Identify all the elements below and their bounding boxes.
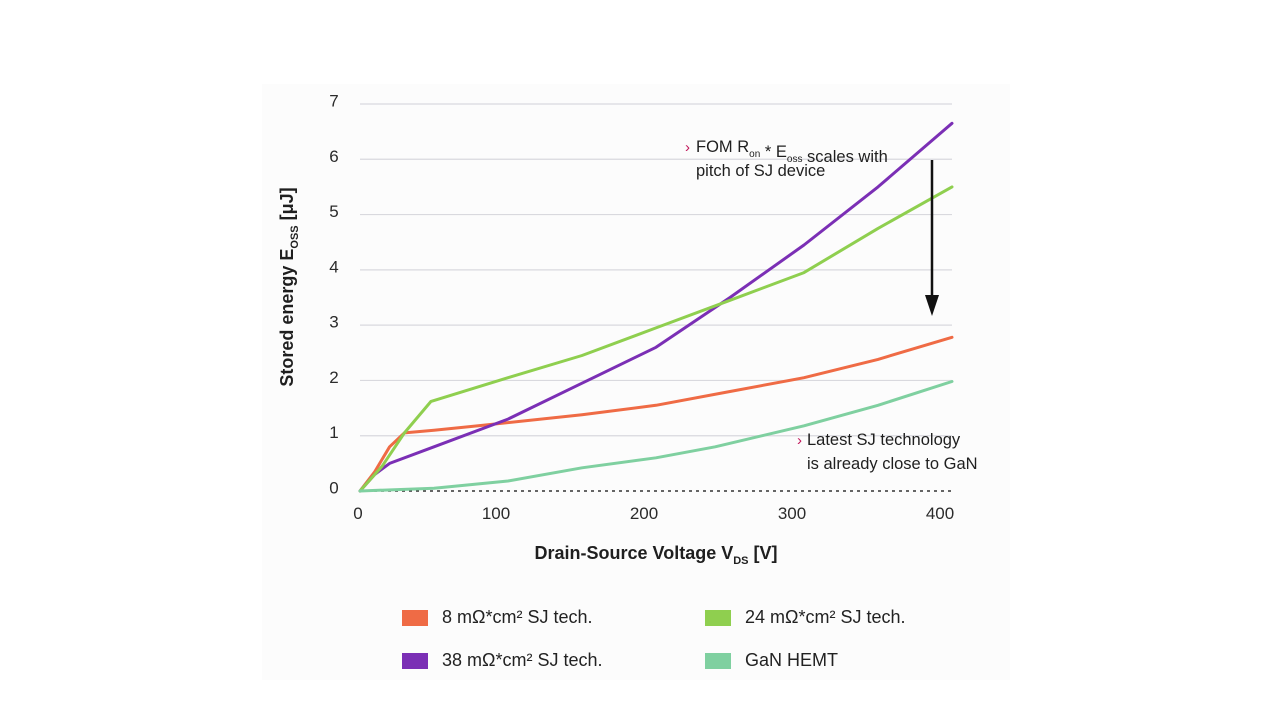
annotation-line-1: is already close to GaN bbox=[807, 455, 978, 473]
legend-label: 24 mΩ*cm² SJ tech. bbox=[745, 607, 906, 627]
y-tick-6: 6 bbox=[329, 147, 338, 166]
y-tick-0: 0 bbox=[329, 478, 338, 497]
legend-label: GaN HEMT bbox=[745, 650, 839, 670]
x-tick-400: 400 bbox=[926, 504, 954, 523]
y-tick-4: 4 bbox=[329, 257, 338, 276]
y-axis-title: Stored energy EOSS [μJ] bbox=[277, 187, 301, 386]
legend-swatch bbox=[402, 609, 428, 626]
legend-item-2: 38 mΩ*cm² SJ tech. bbox=[402, 650, 603, 671]
x-tick-100: 100 bbox=[482, 504, 510, 523]
legend-item-1: 24 mΩ*cm² SJ tech. bbox=[705, 607, 906, 628]
annotation-latest-sj: › Latest SJ technology is already close to… bbox=[797, 431, 978, 473]
annotation-bullet: › bbox=[797, 432, 802, 449]
annotation-line-1: pitch of SJ device bbox=[696, 162, 825, 180]
series-lines bbox=[358, 121, 954, 493]
annotation-line-0: FOM Ron * Eoss scales with bbox=[696, 138, 888, 166]
y-tick-7: 7 bbox=[329, 91, 338, 110]
arrow-down bbox=[925, 160, 939, 316]
x-tick-200: 200 bbox=[630, 504, 658, 523]
y-tick-2: 2 bbox=[329, 368, 338, 387]
series-line-0 bbox=[358, 335, 954, 493]
series-line-2 bbox=[358, 185, 954, 493]
x-axis-title: Drain-Source Voltage VDS [V] bbox=[535, 543, 778, 567]
series-line-1 bbox=[358, 121, 954, 493]
series-line-3 bbox=[358, 380, 954, 493]
y-tick-labels: 0 1 2 3 4 5 6 7 bbox=[329, 91, 338, 497]
legend-swatch bbox=[705, 609, 731, 626]
legend-label: 8 mΩ*cm² SJ tech. bbox=[442, 607, 593, 627]
annotation-bullet: › bbox=[685, 139, 690, 156]
annotation-line-0: Latest SJ technology bbox=[807, 431, 961, 449]
y-tick-5: 5 bbox=[329, 202, 338, 221]
y-tick-3: 3 bbox=[329, 313, 338, 332]
x-tick-0: 0 bbox=[353, 504, 362, 523]
chart-panel bbox=[262, 84, 1010, 680]
y-tick-1: 1 bbox=[329, 423, 338, 442]
legend-item-3: GaN HEMT bbox=[705, 650, 838, 671]
legend-label: 38 mΩ*cm² SJ tech. bbox=[442, 650, 603, 670]
legend-swatch bbox=[705, 652, 731, 669]
x-tick-labels: 0 100 200 300 400 bbox=[353, 504, 954, 523]
legend-swatch bbox=[402, 652, 428, 669]
grid-lines bbox=[360, 103, 952, 492]
legend-item-0: 8 mΩ*cm² SJ tech. bbox=[402, 607, 593, 628]
x-tick-300: 300 bbox=[778, 504, 806, 523]
